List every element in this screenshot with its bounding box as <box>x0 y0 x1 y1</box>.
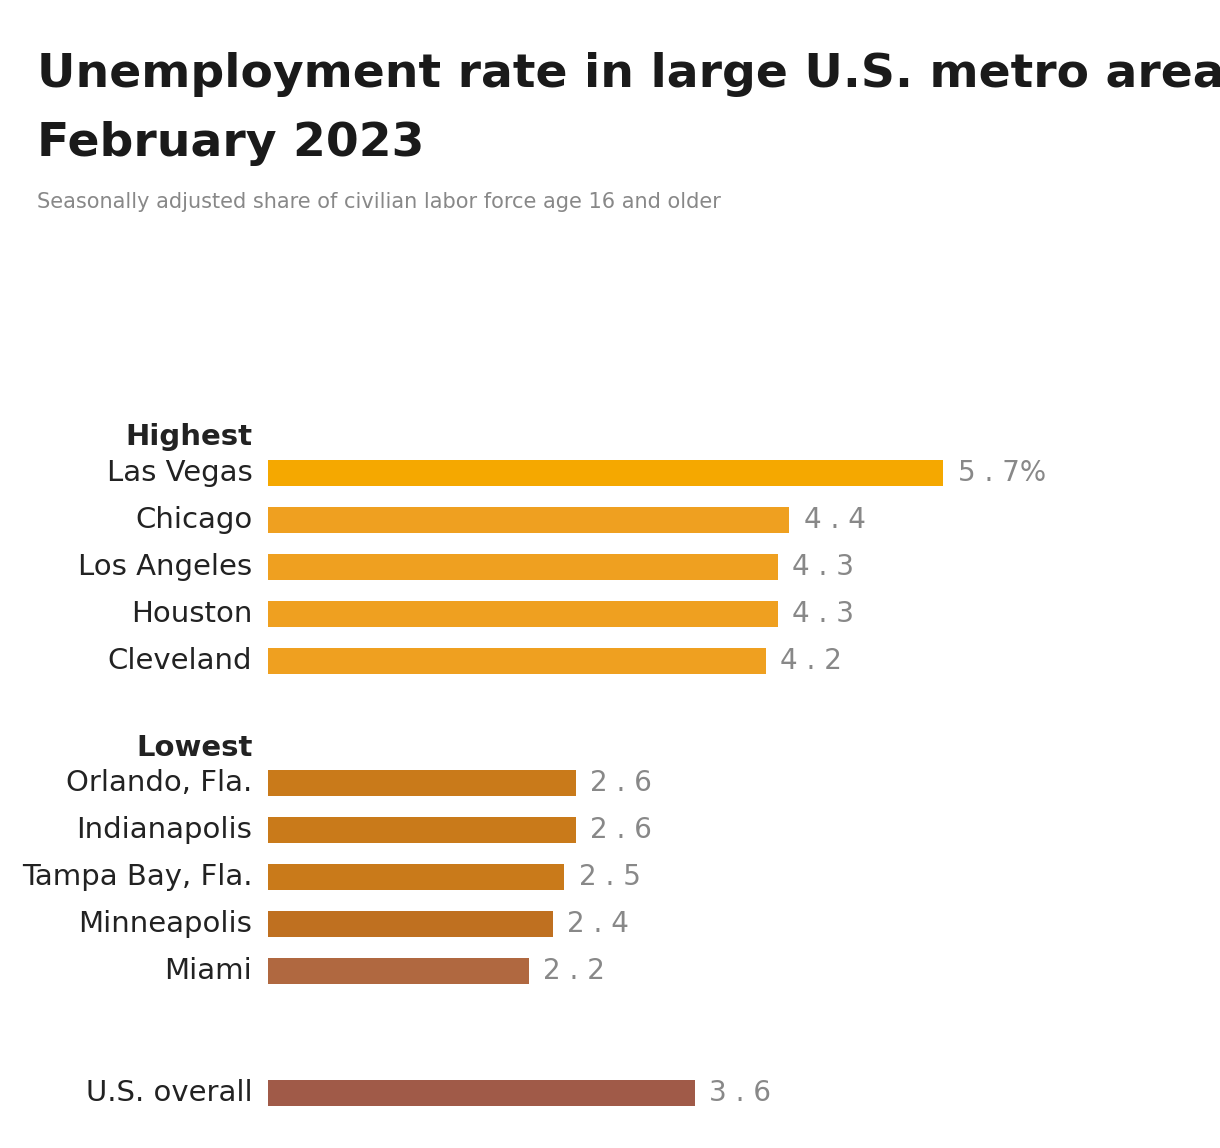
Text: Miami: Miami <box>165 957 253 985</box>
Text: 2 . 6: 2 . 6 <box>590 816 653 844</box>
Text: 5 . 7%: 5 . 7% <box>958 459 1046 487</box>
Bar <box>268 817 576 843</box>
Text: Orlando, Fla.: Orlando, Fla. <box>66 769 253 797</box>
Text: Tampa Bay, Fla.: Tampa Bay, Fla. <box>22 863 253 891</box>
Text: Highest: Highest <box>126 424 253 451</box>
Text: 4 . 4: 4 . 4 <box>804 506 865 534</box>
Text: 2 . 6: 2 . 6 <box>590 769 653 797</box>
Bar <box>268 506 789 533</box>
Bar <box>268 600 777 627</box>
Text: 4 . 3: 4 . 3 <box>792 599 854 628</box>
Text: Indianapolis: Indianapolis <box>77 816 253 844</box>
Bar <box>268 459 943 486</box>
Text: Lowest: Lowest <box>135 734 253 761</box>
Text: 2 . 2: 2 . 2 <box>543 957 605 985</box>
Text: 4 . 2: 4 . 2 <box>780 646 842 675</box>
Text: 2 . 5: 2 . 5 <box>578 863 640 891</box>
Text: 4 . 3: 4 . 3 <box>792 552 854 581</box>
Bar <box>268 1080 694 1107</box>
Text: Las Vegas: Las Vegas <box>106 459 253 487</box>
Text: Seasonally adjusted share of civilian labor force age 16 and older: Seasonally adjusted share of civilian la… <box>37 192 721 211</box>
Text: Minneapolis: Minneapolis <box>78 910 253 938</box>
Bar <box>268 553 777 580</box>
Bar <box>268 770 576 796</box>
Text: 3 . 6: 3 . 6 <box>709 1079 771 1108</box>
Text: Chicago: Chicago <box>135 506 253 534</box>
Text: February 2023: February 2023 <box>37 121 425 165</box>
Text: Cleveland: Cleveland <box>107 646 253 675</box>
Text: U.S. overall: U.S. overall <box>85 1079 253 1108</box>
Text: 2 . 4: 2 . 4 <box>567 910 628 938</box>
Bar <box>268 959 529 984</box>
Bar <box>268 647 766 674</box>
Bar <box>268 912 553 937</box>
Bar <box>268 864 565 890</box>
Text: Houston: Houston <box>131 599 253 628</box>
Text: Los Angeles: Los Angeles <box>78 552 253 581</box>
Text: Unemployment rate in large U.S. metro areas,: Unemployment rate in large U.S. metro ar… <box>37 52 1220 96</box>
